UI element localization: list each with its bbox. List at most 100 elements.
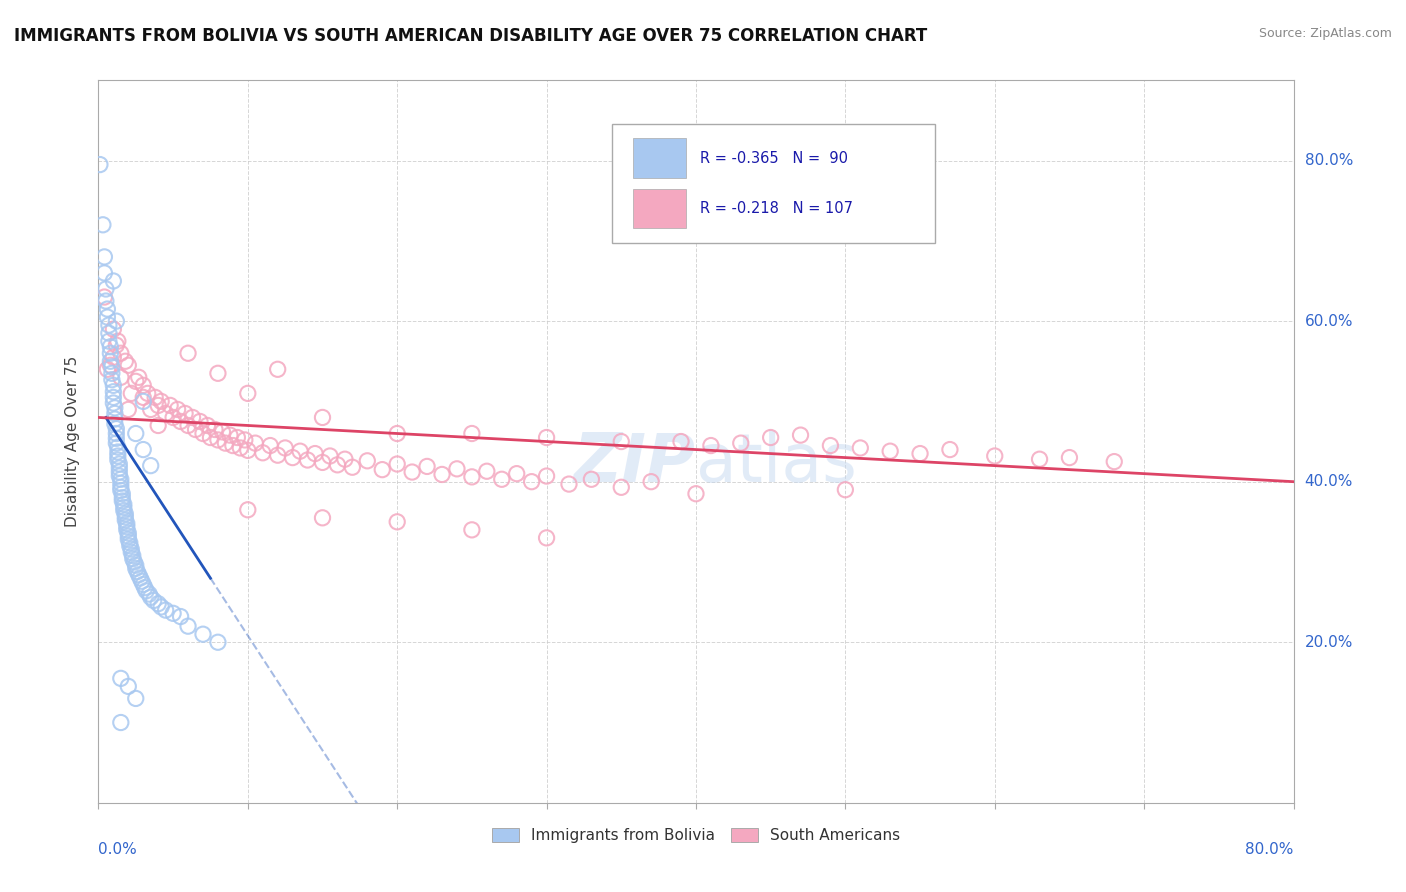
Text: R = -0.218   N = 107: R = -0.218 N = 107 xyxy=(700,202,852,217)
Point xyxy=(98,340,122,354)
Point xyxy=(461,426,484,441)
Point xyxy=(112,503,135,517)
Point xyxy=(371,462,394,476)
Point xyxy=(98,346,122,360)
Point xyxy=(536,430,558,444)
Point xyxy=(110,370,132,384)
Point xyxy=(125,691,148,706)
Point xyxy=(834,483,856,497)
Point xyxy=(129,571,152,585)
Point xyxy=(984,449,1007,463)
Point xyxy=(304,446,326,460)
Point xyxy=(101,373,124,387)
Text: Source: ZipAtlas.com: Source: ZipAtlas.com xyxy=(1258,27,1392,40)
Point xyxy=(326,458,349,472)
Point xyxy=(121,549,143,563)
Point xyxy=(110,346,132,360)
Point xyxy=(520,475,543,489)
Point xyxy=(97,334,120,348)
Point xyxy=(114,510,136,524)
Point xyxy=(111,494,134,508)
Point xyxy=(96,362,118,376)
Point xyxy=(207,366,229,380)
Point xyxy=(319,449,342,463)
Point xyxy=(121,551,143,566)
Point xyxy=(610,480,633,494)
Point xyxy=(191,426,214,441)
Point xyxy=(94,293,117,308)
Point xyxy=(685,486,707,500)
Point xyxy=(461,470,484,484)
Text: 20.0%: 20.0% xyxy=(1305,635,1353,649)
Point xyxy=(789,428,811,442)
Point xyxy=(879,444,901,458)
Point xyxy=(103,390,125,404)
Point xyxy=(342,460,364,475)
Point xyxy=(226,430,249,444)
Text: IMMIGRANTS FROM BOLIVIA VS SOUTH AMERICAN DISABILITY AGE OVER 75 CORRELATION CHA: IMMIGRANTS FROM BOLIVIA VS SOUTH AMERICA… xyxy=(14,27,928,45)
Point xyxy=(120,542,142,557)
Point xyxy=(849,441,872,455)
Point xyxy=(236,386,259,401)
Point xyxy=(204,422,226,436)
Point xyxy=(385,515,409,529)
Point xyxy=(174,406,197,420)
Point xyxy=(148,418,170,433)
Point xyxy=(211,425,233,439)
Point xyxy=(311,510,333,524)
Point xyxy=(1104,454,1126,469)
Point xyxy=(108,461,131,475)
Point xyxy=(104,412,127,426)
Point xyxy=(96,301,118,317)
Point xyxy=(125,426,148,441)
Point xyxy=(110,715,132,730)
Point xyxy=(105,338,128,352)
Point xyxy=(125,561,148,575)
Point xyxy=(107,334,129,348)
Point xyxy=(117,529,139,543)
Point xyxy=(103,350,125,364)
Point xyxy=(93,266,115,280)
Text: R = -0.365   N =  90: R = -0.365 N = 90 xyxy=(700,151,848,166)
Point xyxy=(581,472,603,486)
Point xyxy=(108,465,131,479)
Point xyxy=(125,374,148,388)
Point xyxy=(108,457,131,471)
Point xyxy=(111,491,134,505)
Point xyxy=(214,436,236,450)
Point xyxy=(177,619,200,633)
Point xyxy=(107,453,129,467)
Point xyxy=(93,290,115,304)
Point xyxy=(558,477,581,491)
Point xyxy=(236,502,259,516)
Point xyxy=(297,453,319,467)
Point xyxy=(939,442,962,457)
Point xyxy=(107,440,129,454)
Point xyxy=(416,459,439,474)
Point xyxy=(132,378,155,392)
Point xyxy=(132,390,155,404)
Point xyxy=(117,402,139,417)
Point xyxy=(311,410,333,425)
Point xyxy=(908,446,931,460)
Point xyxy=(142,593,165,607)
Point xyxy=(236,443,259,458)
Point xyxy=(155,406,177,420)
Point xyxy=(115,519,138,533)
Point xyxy=(475,464,498,478)
Point xyxy=(169,609,191,624)
Point xyxy=(461,523,484,537)
Point xyxy=(108,469,131,483)
Point xyxy=(640,475,662,489)
Point xyxy=(89,157,111,171)
Point xyxy=(401,465,423,479)
Legend: Immigrants from Bolivia, South Americans: Immigrants from Bolivia, South Americans xyxy=(485,822,907,849)
Point xyxy=(138,587,160,601)
Point xyxy=(97,318,120,332)
Point xyxy=(148,597,170,611)
Point xyxy=(115,516,138,531)
Point xyxy=(259,438,281,452)
Point xyxy=(177,418,200,433)
Point xyxy=(110,483,132,498)
Point xyxy=(311,455,333,469)
